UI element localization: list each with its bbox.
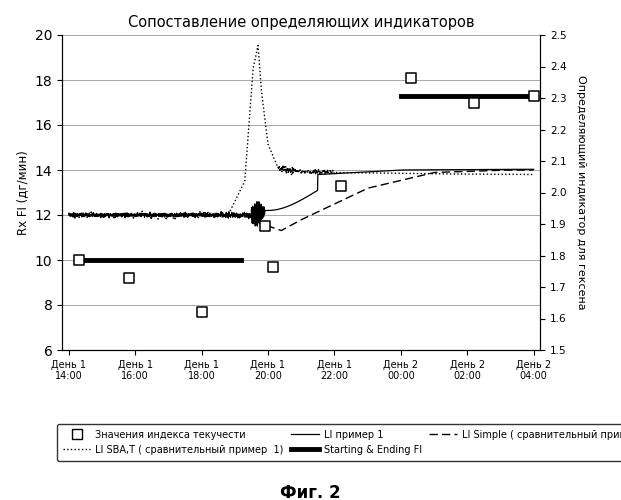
Point [197, 308, 207, 316]
Title: Сопоставление определяющих индикаторов: Сопоставление определяющих индикаторов [128, 14, 474, 30]
Point [268, 263, 278, 271]
Point [336, 182, 346, 190]
Point [528, 92, 538, 100]
Point [406, 74, 415, 82]
Y-axis label: Rx FI (дг/мин): Rx FI (дг/мин) [16, 150, 29, 235]
Legend: Значения индекса текучести, LI SBA,T ( сравнительный пример  1), LI пример 1, St: Значения индекса текучести, LI SBA,T ( с… [57, 424, 621, 461]
Point [124, 274, 134, 282]
Point [469, 98, 479, 106]
Point [260, 222, 270, 230]
Y-axis label: Определяющий индикатор для гексена: Определяющий индикатор для гексена [576, 75, 586, 310]
Point [74, 256, 84, 264]
Text: Фиг. 2: Фиг. 2 [280, 484, 341, 500]
